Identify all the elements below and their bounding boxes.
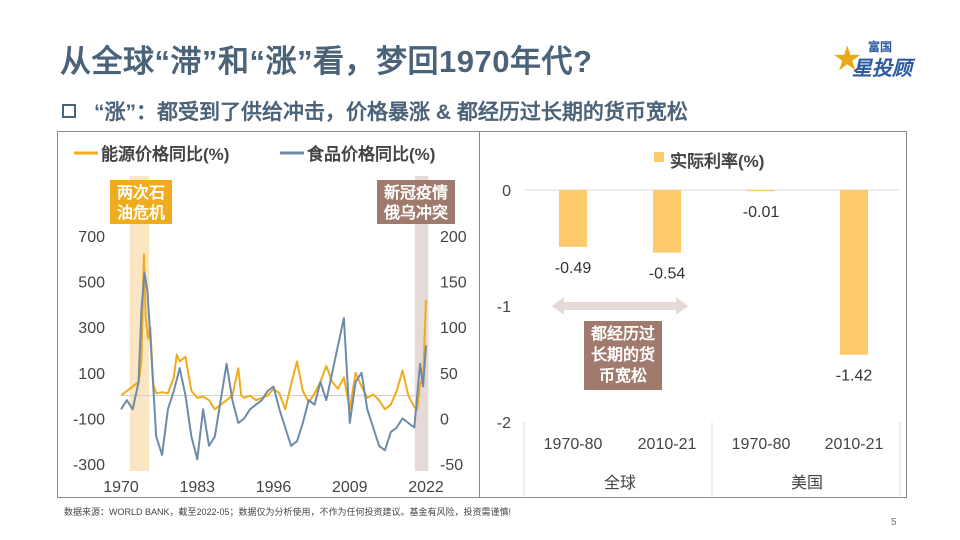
double-arrow-icon [552, 297, 688, 315]
y-left-tick-label: 500 [78, 275, 105, 292]
price-line-chart: 能源价格同比(%) 食品价格同比(%)两次石油危机新冠疫情俄乌冲突70050030… [73, 144, 467, 496]
x-tick-label: 1983 [179, 479, 215, 496]
bar-data-label: -0.54 [649, 266, 686, 283]
bar [559, 190, 587, 247]
real-rate-chart-panel: 实际利率(%) 0 -1 -2 -0.49 -0.54 -0.01 -1.42 1970-80 2… [479, 131, 907, 499]
x-group-label: 全球 [604, 474, 636, 492]
brand-logo: ★ 富国 星投顾 [832, 38, 922, 82]
energy-price-line [120, 253, 427, 411]
annotation-text-1: 新冠疫情 [384, 183, 448, 202]
y-tick-label: -1 [497, 299, 511, 316]
annotation-text-0: 油危机 [117, 203, 165, 222]
easing-annotation-text: 长期的货 [591, 345, 655, 364]
annotation-text-1: 俄乌冲突 [383, 203, 448, 222]
y-right-tick-label: 150 [440, 275, 467, 292]
annotation-box-1 [377, 180, 455, 224]
y-left-tick-label: 100 [78, 366, 105, 383]
page-number: 5 [891, 517, 897, 528]
annotation-box-0 [110, 180, 172, 224]
x-group-label: 美国 [791, 474, 823, 492]
x-tick-label: 1970 [103, 479, 139, 496]
y-tick-label: 0 [502, 183, 511, 200]
bar-data-label: -0.49 [555, 260, 592, 277]
annotation-text-0: 两次石 [117, 183, 165, 202]
real-rate-bar-chart: 实际利率(%) 0 -1 -2 -0.49 -0.54 -0.01 -1.42 1970-80 2… [497, 151, 901, 499]
subtitle: “涨”：都受到了供给冲击，价格暴涨 & 都经历过长期的货币宽松 [62, 96, 688, 126]
y-right-tick-label: 50 [440, 366, 458, 383]
x-tick-label: 2022 [408, 479, 444, 496]
page-title: 从全球“滞”和“涨”看，梦回1970年代? [60, 44, 593, 79]
easing-annotation-text: 都经历过 [590, 324, 655, 343]
y-right-tick-label: 200 [440, 229, 467, 246]
logo-text-top: 富国 [868, 40, 893, 54]
subtitle-text: “涨”：都受到了供给冲击，价格暴涨 & 都经历过长期的货币宽松 [94, 101, 688, 124]
y-right-tick-label: -50 [440, 457, 463, 474]
bar [840, 190, 868, 355]
bar-data-label: -0.01 [743, 204, 780, 221]
easing-annotation-text: 币宽松 [599, 366, 647, 385]
footer-source: 数据来源：WORLD BANK，截至2022-05；数据仅为分析使用，不作为任何… [64, 507, 512, 517]
bar-data-label: -1.42 [836, 368, 873, 385]
x-category-label: 2010-21 [825, 436, 884, 453]
legend-energy-label: 能源价格同比(%) [101, 144, 229, 164]
y-left-tick-label: -300 [73, 457, 105, 474]
y-left-tick-label: -100 [73, 411, 105, 428]
star-icon: ★ [832, 40, 863, 78]
x-tick-label: 1996 [256, 479, 292, 496]
x-category-label: 2010-21 [638, 436, 697, 453]
food-price-line [120, 271, 427, 461]
legend-bar-swatch [654, 152, 664, 162]
bar [747, 190, 775, 192]
bar [653, 190, 681, 253]
easing-annotation-box [584, 321, 662, 390]
y-right-tick-label: 100 [440, 320, 467, 337]
y-left-tick-label: 700 [78, 229, 105, 246]
y-left-tick-label: 300 [78, 320, 105, 337]
x-category-label: 1970-80 [732, 436, 791, 453]
legend-bar-label: 实际利率(%) [670, 151, 764, 171]
x-category-label: 1970-80 [544, 436, 603, 453]
logo-text-main: 星投顾 [852, 58, 912, 80]
y-tick-label: -2 [497, 415, 511, 432]
y-right-tick-label: 0 [440, 411, 449, 428]
square-bullet-icon [62, 104, 76, 118]
price-chart-panel: 能源价格同比(%) 食品价格同比(%) 两次石 油危机 新冠疫情 俄乌冲突 700 500 30… [57, 131, 480, 498]
x-tick-label: 2009 [332, 479, 368, 496]
legend-food-label: 食品价格同比(%) [307, 144, 435, 164]
